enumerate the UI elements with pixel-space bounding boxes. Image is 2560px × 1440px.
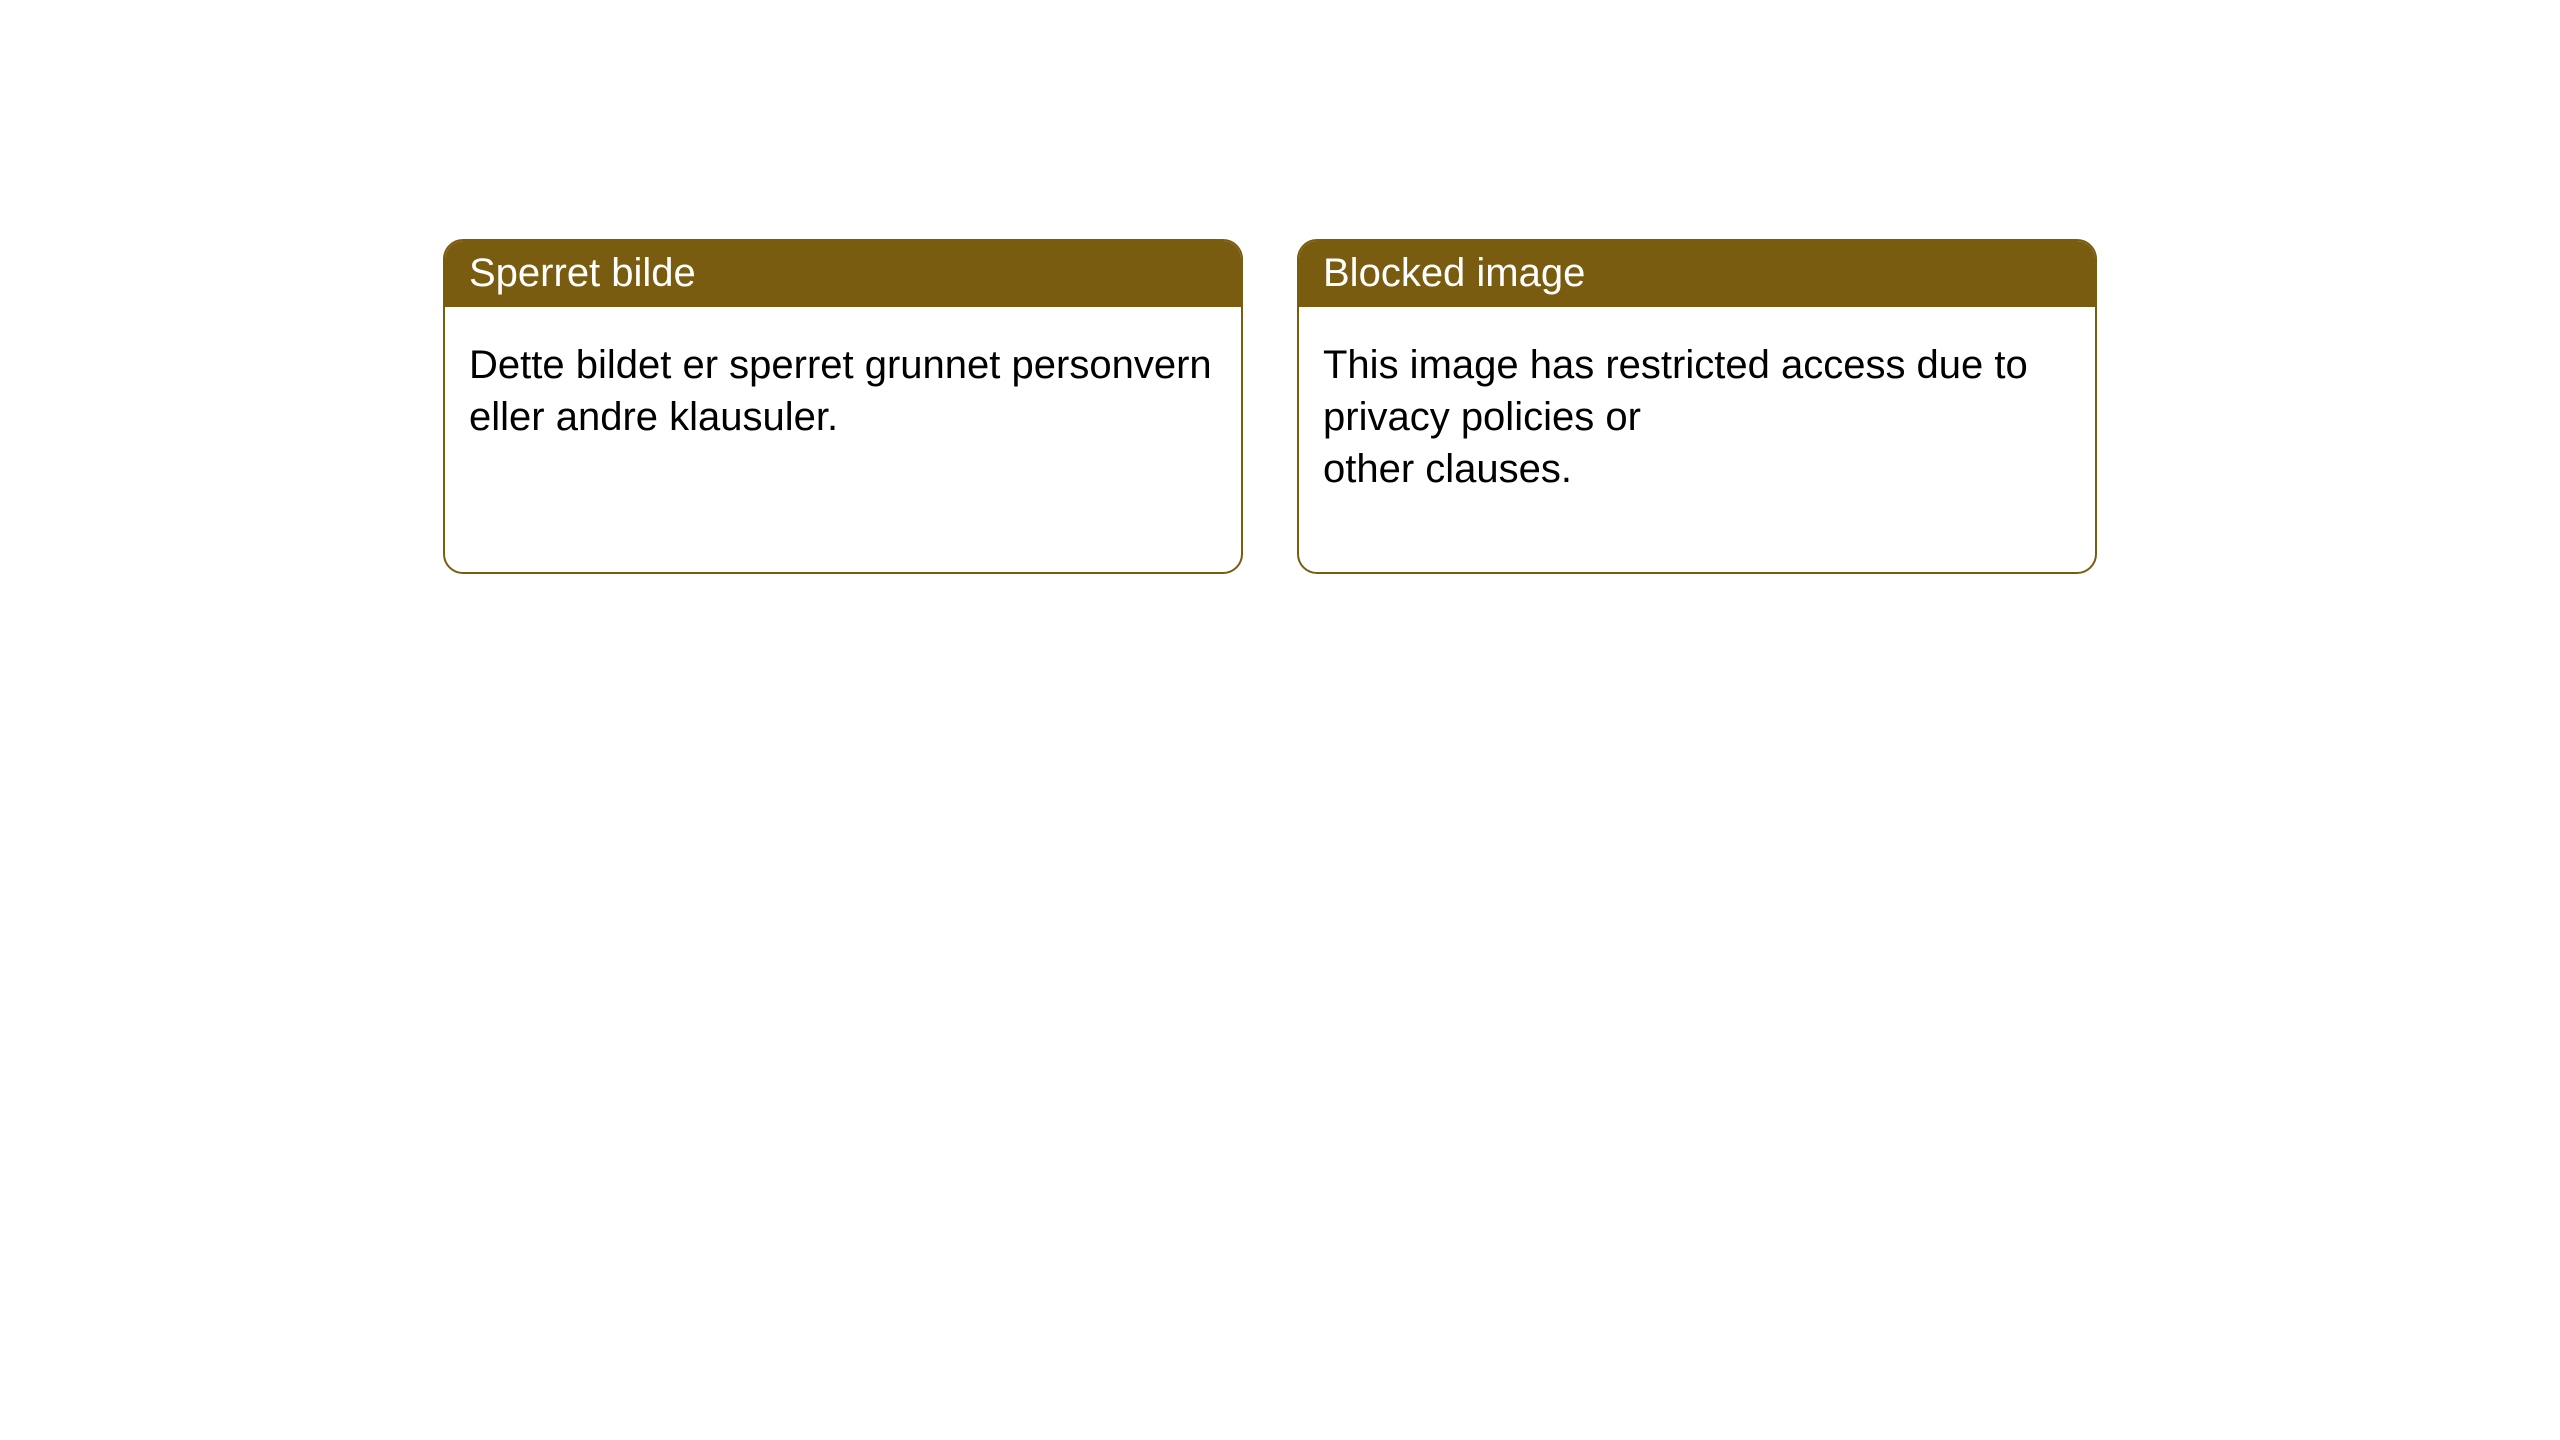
- card-body: Dette bildet er sperret grunnet personve…: [445, 307, 1241, 475]
- card-header: Blocked image: [1299, 241, 2095, 307]
- card-header: Sperret bilde: [445, 241, 1241, 307]
- card-body: This image has restricted access due to …: [1299, 307, 2095, 527]
- blocked-image-card-english: Blocked image This image has restricted …: [1297, 239, 2097, 574]
- blocked-image-card-norwegian: Sperret bilde Dette bildet er sperret gr…: [443, 239, 1243, 574]
- notice-container: Sperret bilde Dette bildet er sperret gr…: [0, 0, 2560, 574]
